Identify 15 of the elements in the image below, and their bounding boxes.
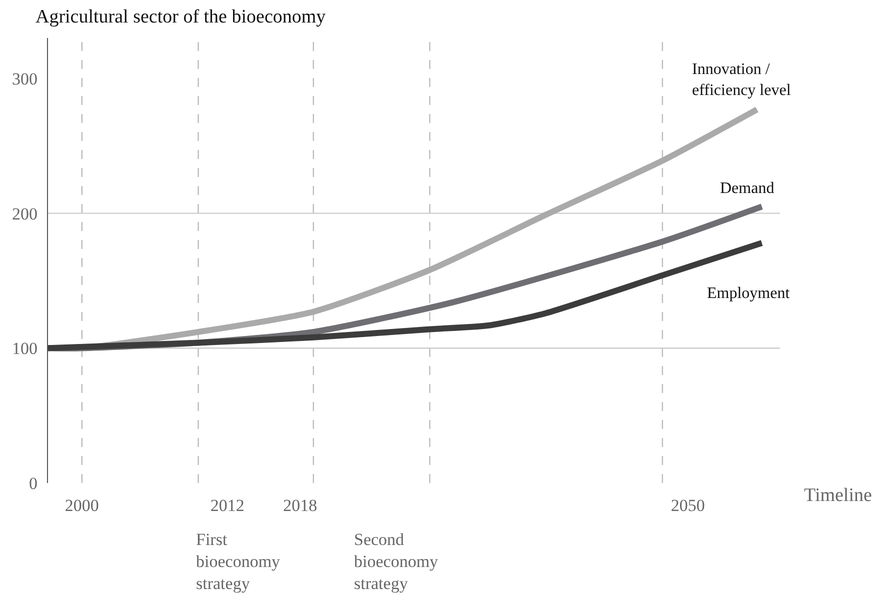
text: Innovation / efficiency level: [692, 61, 792, 99]
x-tick-label: 2050: [670, 496, 705, 515]
x-tick-label: 2000: [64, 496, 99, 515]
text: Second bioeconomy strategy: [354, 530, 439, 594]
y-tick-label: 0: [29, 474, 38, 493]
y-tick-label: 200: [12, 204, 38, 224]
x-tick-label: 2018: [283, 496, 318, 515]
series-label: Employment: [707, 285, 790, 302]
y-tick-label: 300: [12, 69, 38, 88]
y-tick-label: 100: [12, 339, 38, 358]
series-label: Demand: [720, 180, 774, 197]
chart-title: Agricultural sector of the bioeconomy: [35, 6, 326, 28]
text: First bioeconomy strategy: [196, 530, 281, 594]
x-tick-label: 2012: [210, 496, 244, 515]
x-axis-title: Timeline: [804, 485, 872, 506]
